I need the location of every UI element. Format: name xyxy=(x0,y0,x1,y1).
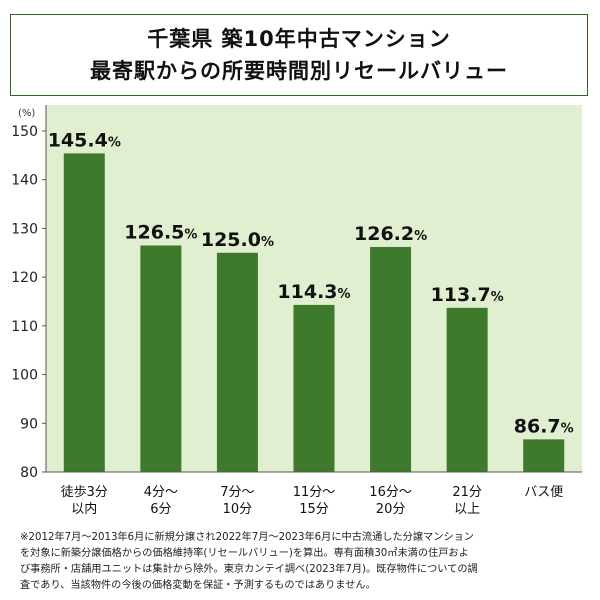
y-tick-label: 110 xyxy=(11,319,38,335)
y-tick-label: 80 xyxy=(20,465,38,481)
chart-title-box: 千葉県 築10年中古マンション 最寄駅からの所要時間別リセールバリュー xyxy=(10,14,588,96)
y-tick-label: 120 xyxy=(11,270,38,286)
x-category-label: 20分 xyxy=(376,502,406,517)
footnote-line: 査であり、当該物件の今後の価格変動を保証・予測するものではありません。 xyxy=(20,580,376,591)
chart-title-line-1: 千葉県 築10年中古マンション xyxy=(147,27,451,51)
x-category-label: 徒歩3分 xyxy=(61,485,108,500)
x-category-label: 15分 xyxy=(299,502,329,517)
data-label: 145.4% xyxy=(48,129,121,151)
y-tick-label: 90 xyxy=(20,416,38,432)
bar xyxy=(63,153,105,472)
footnote-line: ※2012年7月～2013年6月に新規分譲され2022年7月～2023年6月に中… xyxy=(20,532,474,543)
data-label: 113.7% xyxy=(431,284,504,306)
footnote-line: び事務所・店舗用ユニットは集計から除外。東京カンテイ調べ(2023年7月)。既存… xyxy=(20,564,478,575)
y-axis-unit-label: (%) xyxy=(18,108,35,119)
bar xyxy=(293,304,335,472)
data-label: 126.2% xyxy=(354,223,427,245)
bar xyxy=(446,307,488,472)
x-category-label: 以内 xyxy=(71,501,97,517)
data-label: 86.7% xyxy=(514,415,574,437)
y-tick-label: 130 xyxy=(11,221,38,237)
x-category-label: 11分～ xyxy=(293,485,336,500)
x-category-label: 21分 xyxy=(452,485,482,500)
footnote-line: を対象に新築分譲価格からの価格維持率(リセールバリュー)を算出。専有面積30㎡未… xyxy=(20,548,469,559)
data-label: 114.3% xyxy=(277,281,350,303)
y-tick-label: 150 xyxy=(11,124,38,140)
x-category-label: 16分～ xyxy=(369,485,412,500)
data-label: 125.0% xyxy=(201,229,274,251)
bar xyxy=(216,252,258,472)
x-category-label: 6分 xyxy=(150,502,171,517)
chart-title-line-2: 最寄駅からの所要時間別リセールバリュー xyxy=(90,59,508,83)
x-category-label: 以上 xyxy=(454,502,480,517)
y-tick-label: 100 xyxy=(11,368,38,384)
bar xyxy=(370,246,412,472)
footnote: ※2012年7月～2013年6月に新規分譲され2022年7月～2023年6月に中… xyxy=(20,530,582,594)
x-category-label: 7分～ xyxy=(220,485,254,500)
bar xyxy=(523,439,565,472)
x-category-label: 10分 xyxy=(223,502,253,517)
x-category-label: バス便 xyxy=(524,485,563,500)
data-label: 126.5% xyxy=(124,221,197,243)
y-tick-label: 140 xyxy=(11,173,38,189)
bar xyxy=(140,245,182,472)
x-category-label: 4分～ xyxy=(144,485,178,500)
